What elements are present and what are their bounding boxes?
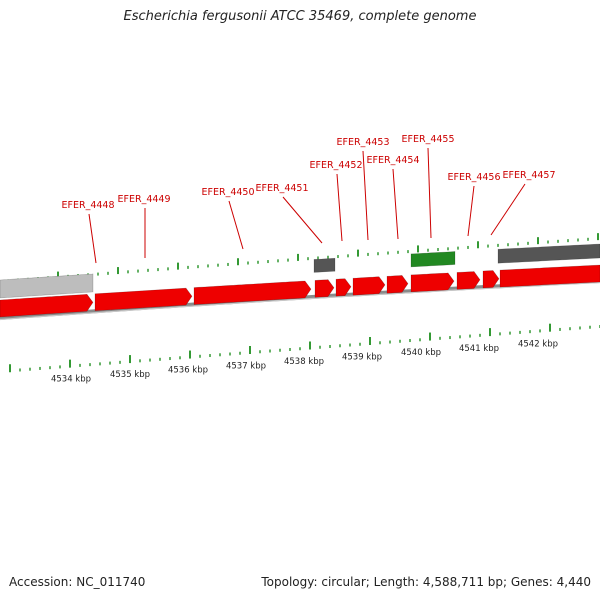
gene-label-callout [228,200,244,250]
gene-label[interactable]: EFER_4455 [402,134,455,145]
genome-stats-text: Topology: circular; Length: 4,588,711 bp… [261,575,591,589]
feature-track [0,243,600,318]
gene-label[interactable]: EFER_4449 [118,194,171,205]
gene-label-callout [88,213,97,264]
scale-label: 4540 kbp [401,348,441,358]
gene-label-callout [392,168,399,240]
gene-efer-4456[interactable] [456,271,481,290]
accession-text: Accession: NC_011740 [9,575,146,589]
gene-label-callout [467,185,475,237]
gene-label[interactable]: EFER_4453 [337,137,390,148]
backbone-highlight [0,281,600,321]
gene-efer-4452[interactable] [335,278,352,297]
scale-label: 4536 kbp [168,366,208,376]
gene-efer-4449[interactable] [94,287,193,312]
gene-efer-4450[interactable] [193,280,312,305]
genome-title: Escherichia fergusonii ATCC 35469, compl… [123,9,477,24]
gene-forward-right[interactable] [499,264,600,288]
feature-gray-small[interactable] [313,257,336,273]
gene-label[interactable]: EFER_4456 [448,172,501,183]
scale-label: 4535 kbp [110,370,150,380]
feature-green[interactable] [410,251,456,268]
gene-label[interactable]: EFER_4452 [310,160,363,171]
gene-label-callout [490,183,526,236]
gene-efer-4451[interactable] [314,279,335,298]
gene-label-callout [427,147,432,239]
scale-ring: 4534 kbp 4535 kbp 4536 kbp 4537 kbp 4538 kbp… [9,323,600,385]
gene-efer-4448[interactable] [0,293,94,318]
gene-efer-4453[interactable] [352,276,386,296]
gene-efer-4454[interactable] [386,275,409,294]
gene-efer-4457[interactable] [482,270,500,289]
scale-label: 4539 kbp [342,353,382,363]
gene-label-callout [336,173,343,242]
gene-label[interactable]: EFER_4451 [256,183,309,194]
scale-label: 4541 kbp [459,344,499,354]
scale-label: 4534 kbp [51,375,91,385]
gene-efer-4455[interactable] [410,272,455,293]
scale-label: 4542 kbp [518,340,558,350]
gene-label-callout [282,196,323,244]
gene-label[interactable]: EFER_4457 [503,170,556,181]
scale-label: 4537 kbp [226,361,266,371]
gene-label[interactable]: EFER_4448 [62,200,115,211]
gene-label[interactable]: EFER_4450 [202,187,255,198]
feature-gray-left[interactable] [0,273,94,299]
gene-label[interactable]: EFER_4454 [367,155,420,166]
feature-gray-right[interactable] [497,243,600,264]
gene-label-callout [362,150,369,241]
scale-label: 4538 kbp [284,357,324,367]
